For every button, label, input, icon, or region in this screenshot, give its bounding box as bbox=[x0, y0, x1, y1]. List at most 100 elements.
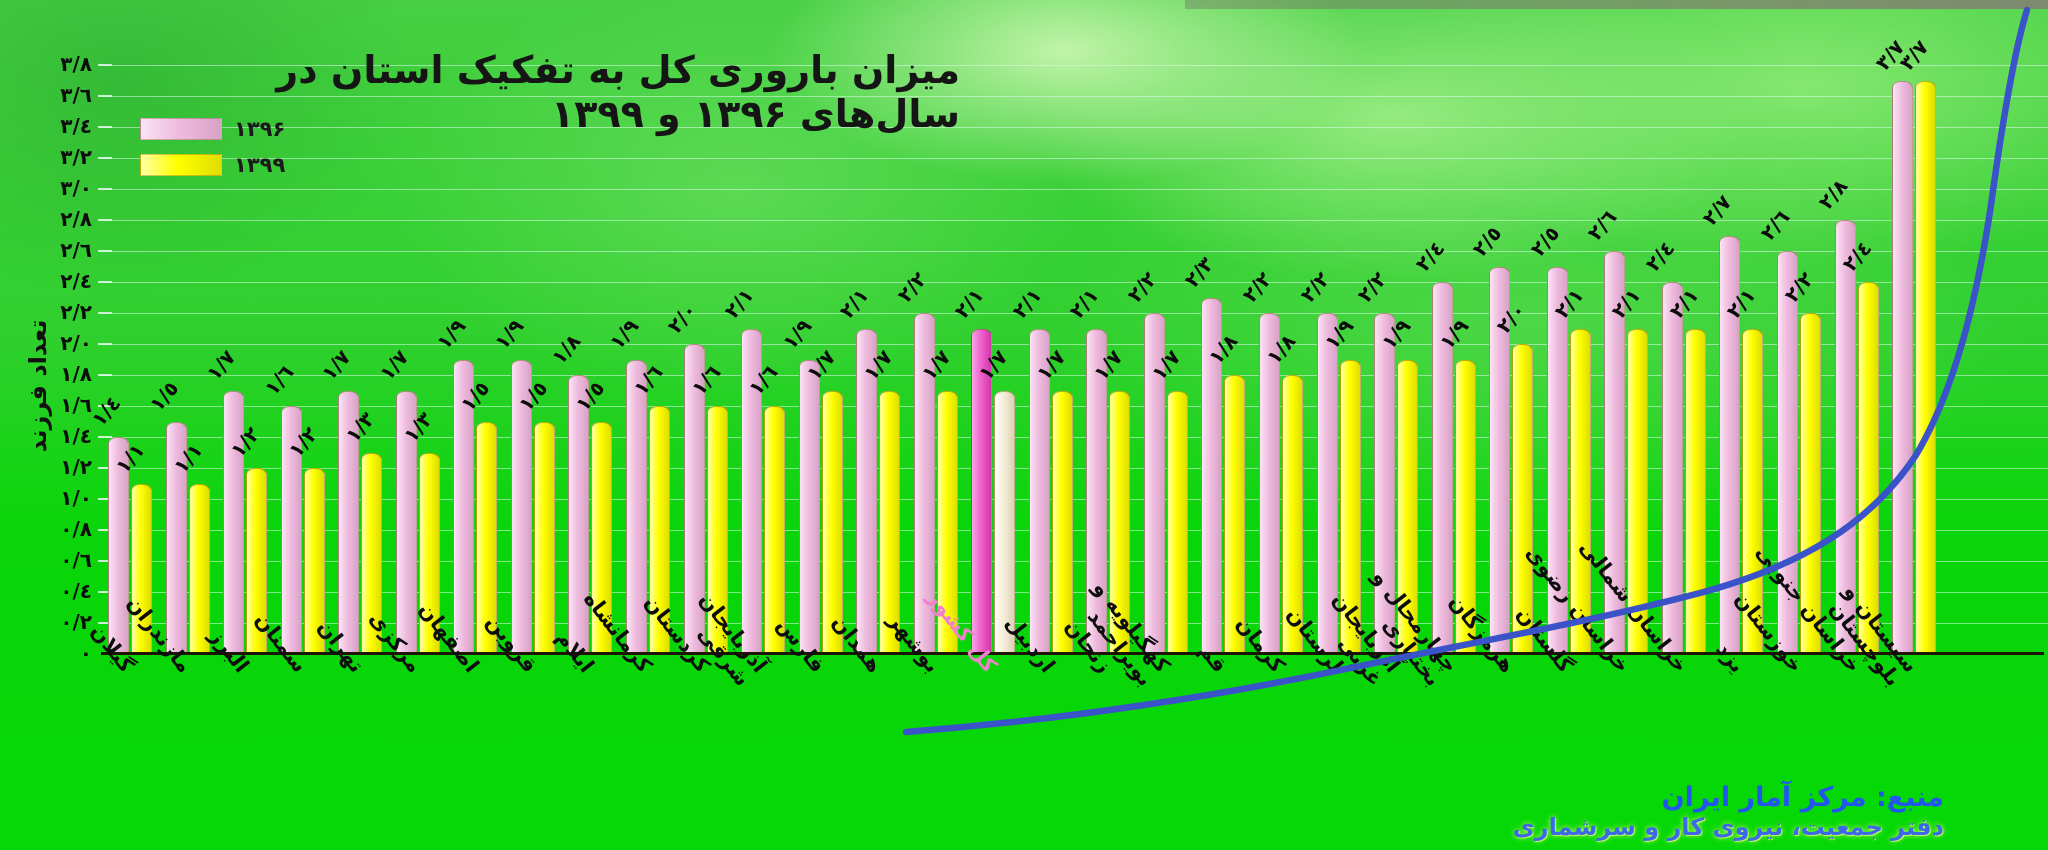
value-label-1396-23: ٢/٤ bbox=[1410, 236, 1450, 276]
value-label-1396-14: ٢/٢ bbox=[892, 267, 932, 307]
y-tick-mark bbox=[98, 591, 112, 593]
value-label-1396-6: ١/٩ bbox=[431, 313, 471, 354]
value-label-1396-29: ٢/٦ bbox=[1755, 205, 1795, 245]
bar-1399-12 bbox=[821, 390, 843, 654]
bar-1396-6 bbox=[453, 359, 475, 654]
bar-1396-10 bbox=[683, 344, 705, 654]
y-tick-mark bbox=[98, 219, 112, 221]
y-tick-label: ٢/٦ bbox=[60, 238, 92, 262]
value-label-1396-18: ٢/٢ bbox=[1122, 267, 1162, 307]
bar-1399-11 bbox=[764, 406, 786, 654]
y-tick-label: ٠ bbox=[79, 641, 92, 665]
value-label-1396-26: ٢/٦ bbox=[1582, 205, 1622, 245]
value-label-1396-17: ٢/١ bbox=[1064, 282, 1104, 323]
bar-1399-2 bbox=[246, 468, 268, 654]
value-label-1396-4: ١/٧ bbox=[316, 344, 356, 385]
value-label-1396-13: ٢/١ bbox=[834, 282, 874, 323]
bar-1399-5 bbox=[418, 452, 440, 654]
value-label-1396-24: ٢/٥ bbox=[1467, 220, 1507, 261]
bar-1396-1 bbox=[165, 421, 187, 654]
y-tick-mark bbox=[98, 529, 112, 531]
bar-1396-4 bbox=[338, 390, 360, 654]
y-tick-label: ٢/٤ bbox=[60, 269, 92, 293]
y-tick-label: ١/٠ bbox=[60, 486, 92, 510]
value-label-1396-11: ٢/١ bbox=[719, 282, 759, 323]
value-label-1396-30: ٢/٨ bbox=[1813, 174, 1852, 214]
value-label-1396-22: ٢/٢ bbox=[1352, 267, 1392, 307]
y-tick-label: ١/٨ bbox=[60, 362, 92, 386]
y-tick-label: ١/٢ bbox=[60, 455, 92, 479]
gridline bbox=[100, 282, 2048, 283]
value-label-1396-2: ١/٧ bbox=[201, 344, 241, 385]
y-tick-label: ٣/٤ bbox=[60, 114, 92, 138]
legend: ۱۳۹۶ ۱۳۹۹ bbox=[140, 116, 285, 188]
bar-1396-8 bbox=[568, 375, 590, 654]
y-tick-label: ١/٦ bbox=[60, 393, 92, 417]
bar-1399-10 bbox=[706, 406, 728, 654]
y-tick-label: ٢/٢ bbox=[60, 300, 92, 324]
y-tick-mark bbox=[98, 64, 112, 66]
bar-1399-1 bbox=[188, 483, 210, 654]
legend-label-1396: ۱۳۹۶ bbox=[234, 117, 286, 141]
y-tick-mark bbox=[98, 343, 112, 345]
bar-1396-7 bbox=[510, 359, 532, 654]
legend-swatch-1396 bbox=[140, 118, 222, 140]
source-note: منبع: مرکز آمار ایران دفتر جمعیت، نیروی … bbox=[1513, 782, 1944, 841]
bar-1399-13 bbox=[879, 390, 901, 654]
bar-1396-3 bbox=[280, 406, 302, 654]
bar-1396-11 bbox=[741, 328, 763, 654]
y-tick-mark bbox=[98, 250, 112, 252]
y-tick-mark bbox=[98, 312, 112, 314]
value-label-1396-10: ٢/٠ bbox=[662, 298, 701, 338]
y-tick-label: ٠/٢ bbox=[60, 610, 92, 634]
value-label-1396-21: ٢/٢ bbox=[1295, 267, 1334, 307]
value-label-1396-15: ٢/١ bbox=[949, 282, 989, 323]
source-line-2: دفتر جمعیت، نیروی کار و سرشماری bbox=[1512, 813, 1944, 841]
y-tick-mark bbox=[98, 498, 112, 500]
bar-1399-4 bbox=[361, 452, 383, 654]
value-label-1396-20: ٢/٢ bbox=[1237, 267, 1277, 307]
legend-row-1399: ۱۳۹۹ bbox=[140, 152, 285, 178]
y-tick-label: ٢/٠ bbox=[60, 331, 92, 355]
bar-1396-5 bbox=[395, 390, 417, 654]
y-tick-label: ٣/٠ bbox=[60, 176, 92, 200]
gridline bbox=[100, 251, 2048, 252]
value-label-1396-12: ١/٩ bbox=[777, 313, 816, 354]
legend-row-1396: ۱۳۹۶ bbox=[140, 116, 285, 142]
y-tick-mark bbox=[98, 374, 112, 376]
value-label-1399-31: ٣/٧ bbox=[1894, 34, 1934, 75]
y-tick-label: ٣/٨ bbox=[60, 52, 92, 76]
bar-1396-13 bbox=[856, 328, 878, 654]
bar-1399-6 bbox=[476, 421, 498, 654]
gridline bbox=[100, 189, 2048, 190]
bar-1399-31 bbox=[1915, 80, 1937, 654]
photo-edge-strip bbox=[1185, 0, 2048, 9]
y-tick-label: ١/٤ bbox=[60, 424, 92, 448]
value-label-1396-16: ٢/١ bbox=[1007, 282, 1047, 323]
y-tick-mark bbox=[98, 560, 112, 562]
y-tick-mark bbox=[98, 467, 112, 469]
y-tick-label: ٢/٨ bbox=[60, 207, 92, 231]
bar-1399-7 bbox=[533, 421, 555, 654]
gridline bbox=[100, 220, 2048, 221]
bar-1399-0 bbox=[131, 483, 152, 654]
bar-1396-31 bbox=[1892, 80, 1914, 654]
bar-1399-9 bbox=[648, 406, 670, 654]
value-label-1396-8: ١/٨ bbox=[547, 329, 586, 369]
y-tick-mark bbox=[98, 126, 112, 128]
value-label-1396-0: ١/٤ bbox=[86, 391, 126, 431]
gridline bbox=[100, 158, 2048, 159]
source-line-1: منبع: مرکز آمار ایران bbox=[1661, 782, 1944, 813]
y-tick-mark bbox=[98, 436, 112, 438]
value-label-1396-9: ١/٩ bbox=[604, 313, 644, 354]
value-label-1396-28: ٢/٧ bbox=[1698, 189, 1737, 230]
value-label-1396-3: ١/٦ bbox=[259, 360, 299, 400]
bar-1399-3 bbox=[303, 468, 325, 654]
value-label-1396-5: ١/٧ bbox=[374, 344, 414, 385]
bar-1399-8 bbox=[591, 421, 613, 654]
value-label-1396-7: ١/٩ bbox=[489, 313, 529, 354]
y-tick-label: ٣/٦ bbox=[60, 83, 92, 107]
value-label-1396-25: ٢/٥ bbox=[1525, 220, 1565, 261]
y-tick-label: ٠/٤ bbox=[60, 579, 92, 603]
